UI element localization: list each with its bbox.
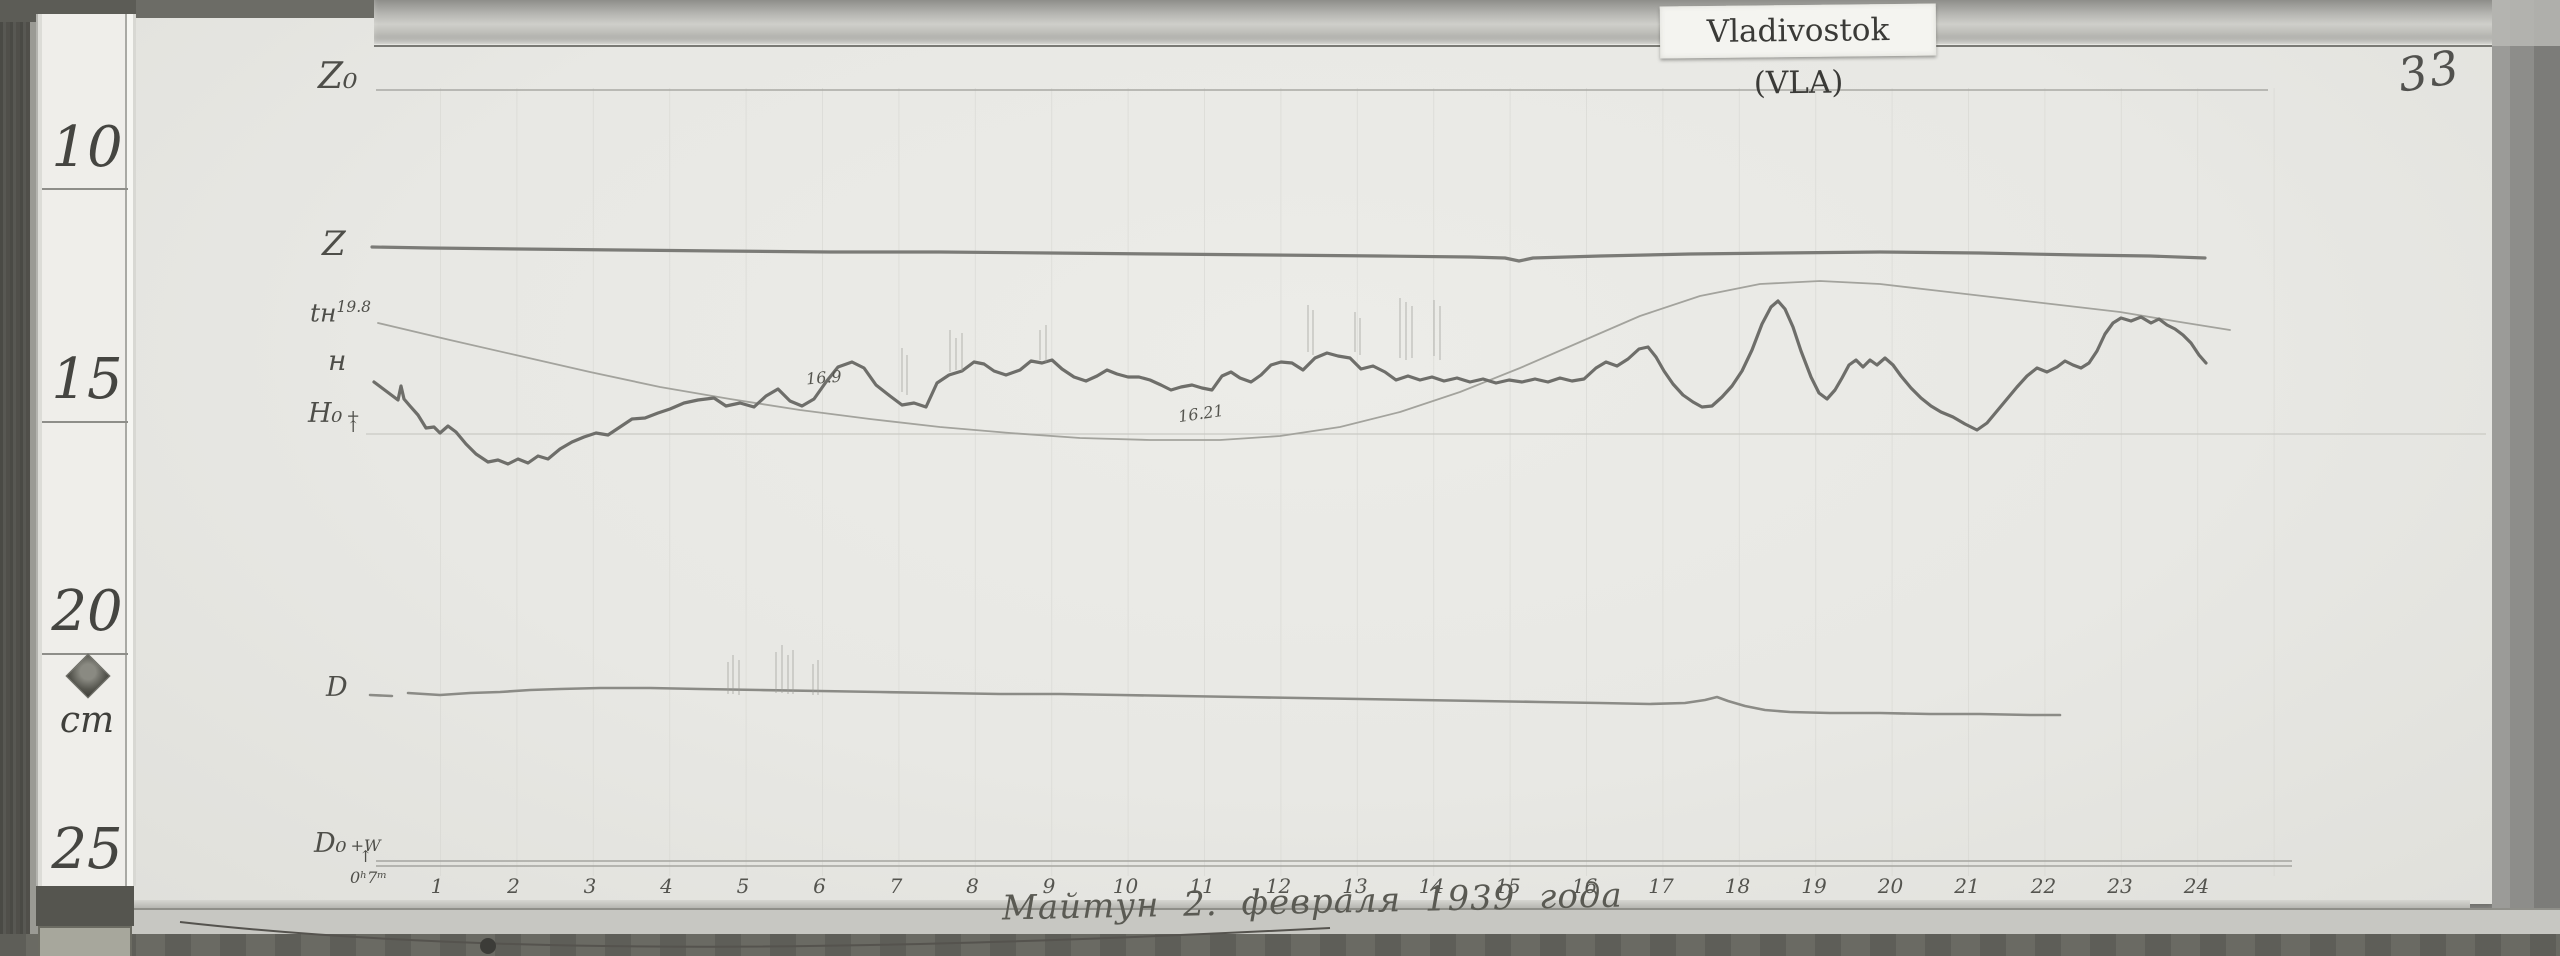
h-trace-label: н	[328, 344, 347, 377]
hour-label-2: 2	[507, 874, 520, 898]
ruler-bottom-slot	[36, 886, 134, 926]
ruler-section-line	[42, 421, 128, 423]
pebble	[480, 938, 496, 954]
hour-label-8: 8	[966, 874, 979, 898]
hour-label-15: 15	[1495, 874, 1521, 898]
hour-label-14: 14	[1418, 874, 1445, 898]
annotation-16.9: 16.9	[805, 366, 843, 389]
table-right-top	[2492, 0, 2560, 46]
trace-H	[372, 299, 2208, 466]
table-bottom-edge	[0, 934, 2560, 956]
table-right-edge	[2492, 0, 2560, 956]
cm-ruler: 10 15 20 25 cm	[36, 14, 136, 886]
hour-label-4: 4	[660, 874, 673, 898]
top-bar-edge-line	[374, 45, 2492, 47]
cable-line	[179, 921, 1331, 948]
hour-label-10: 10	[1112, 874, 1139, 898]
d-trace-label: D	[326, 672, 348, 703]
hour-label-5: 5	[736, 874, 750, 898]
trace-D	[406, 686, 2062, 717]
hour-label-12: 12	[1265, 874, 1292, 898]
hour-label-23: 23	[2107, 874, 2133, 898]
page-number: 33	[2394, 39, 2465, 103]
start-time-label: 0ʰ7ᵐ	[350, 868, 388, 887]
hour-label-11: 11	[1189, 874, 1215, 898]
hour-label-9: 9	[1042, 874, 1056, 898]
hour-label-22: 22	[2030, 874, 2057, 898]
hour-label-7: 7	[889, 874, 903, 898]
hour-label-24: 24	[2183, 874, 2210, 898]
hour-label-3: 3	[583, 874, 597, 898]
trace-Z	[370, 245, 2207, 263]
hour-label-1: 1	[430, 874, 444, 898]
hour-label-19: 19	[1801, 874, 1827, 898]
h0-baseline-label: H₀ + ↑	[308, 398, 360, 437]
under-sheet-edge	[130, 908, 2560, 937]
z-trace-label: Z	[322, 224, 346, 264]
hour-label-18: 18	[1724, 874, 1751, 898]
hour-label-13: 13	[1342, 874, 1368, 898]
ruler-section-line	[42, 653, 128, 655]
ruler-mark-15: 15	[51, 347, 123, 412]
hour-label-20: 20	[1877, 874, 1904, 898]
hour-label-6: 6	[813, 874, 826, 898]
station-label-sticker: Vladivostok (VLA)	[1659, 3, 1937, 101]
trace-D	[368, 693, 394, 698]
rolled-sheet-top-bar	[374, 0, 2560, 44]
hour-label-16: 16	[1571, 874, 1598, 898]
trace-temperature	[377, 280, 2231, 441]
temperature-label: tн19.8	[310, 298, 372, 328]
ruler-mark-20: 20	[51, 579, 123, 644]
hour-label-17: 17	[1648, 874, 1674, 898]
wood-block	[38, 926, 132, 956]
z0-trace-label: Z₀	[318, 56, 358, 97]
paper-bottom-shadow	[132, 900, 2470, 909]
d0-baseline-label: D₀ +W ↑	[314, 828, 381, 867]
ruler-mark-10: 10	[51, 115, 123, 180]
ruler-section-line	[42, 188, 128, 190]
magnetogram-paper	[132, 16, 2492, 904]
hour-label-21: 21	[1954, 874, 1980, 898]
ruler-unit-label: cm	[59, 700, 115, 741]
sheet-top-edge-left	[136, 0, 374, 18]
ruler-mark-25: 25	[51, 817, 123, 882]
